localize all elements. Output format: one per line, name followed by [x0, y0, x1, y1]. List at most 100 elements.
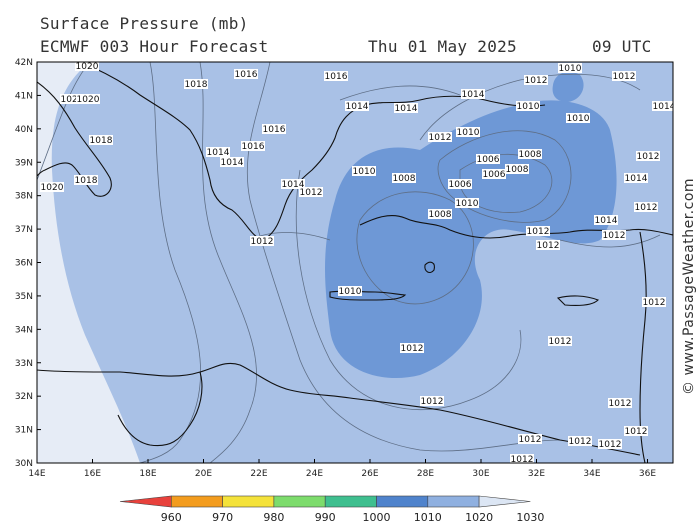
lat-label: 32N: [15, 392, 33, 402]
scale-label: 980: [263, 511, 284, 524]
svg-text:1012: 1012: [401, 344, 424, 354]
svg-text:1012: 1012: [429, 133, 452, 143]
lon-label: 32E: [528, 469, 545, 479]
lat-label: 41N: [15, 91, 33, 101]
lat-label: 38N: [15, 192, 33, 202]
lon-label: 20E: [195, 469, 212, 479]
svg-text:1016: 1016: [263, 125, 286, 135]
isobar-label: 1020: [75, 62, 99, 72]
svg-text:1012: 1012: [603, 231, 626, 241]
svg-text:1018: 1018: [90, 136, 113, 146]
lat-label: 33N: [15, 359, 33, 369]
scale-label: 1010: [414, 511, 442, 524]
isobar-1008: [356, 191, 474, 305]
isobar-label: 1014: [345, 101, 369, 112]
isobar-label: 1012: [299, 187, 323, 198]
svg-text:1012: 1012: [525, 76, 548, 86]
svg-text:1016: 1016: [235, 70, 258, 80]
isobar-label: 1016: [262, 124, 286, 135]
svg-text:1006: 1006: [449, 180, 472, 190]
lat-label: 36N: [15, 259, 33, 269]
isobar-label: 1010: [566, 113, 590, 124]
svg-text:1012: 1012: [637, 152, 660, 162]
svg-text:1012: 1012: [609, 399, 632, 409]
model-label: ECMWF 003 Hour Forecast: [40, 37, 269, 56]
isobar-1018: [139, 62, 201, 463]
high-pressure-zone: [37, 62, 140, 463]
svg-text:1014: 1014: [346, 102, 369, 112]
low-pressure-zone-small: [552, 71, 584, 102]
isobar-label: 1014: [461, 89, 485, 100]
lon-label: 34E: [583, 469, 600, 479]
svg-text:1014: 1014: [395, 104, 418, 114]
svg-text:1014: 1014: [207, 148, 230, 158]
scale-label: 990: [315, 511, 336, 524]
svg-text:1014: 1014: [221, 158, 244, 168]
isobar-label: 1010: [456, 127, 480, 138]
isobar-label: 1014: [394, 103, 418, 114]
isobar-label: 1020: [40, 182, 64, 193]
svg-text:1014: 1014: [625, 174, 648, 184]
scale-swatch: [324, 495, 377, 508]
isobar-label: 1018: [89, 135, 113, 146]
svg-text:1012: 1012: [251, 237, 274, 247]
scale-label: 1030: [516, 511, 544, 524]
svg-text:1014: 1014: [462, 90, 485, 100]
svg-text:1010: 1010: [517, 102, 540, 112]
isobar-label: 1008: [518, 149, 542, 160]
isobar-label: 1010: [338, 286, 362, 297]
svg-text:1008: 1008: [519, 150, 542, 160]
isobar-label: 1016: [234, 69, 258, 80]
coast-turkey-south: [359, 215, 673, 239]
isobar-label: 1012: [428, 132, 452, 143]
isobar-label: 1014: [281, 179, 305, 190]
isobar-label: 1006: [482, 169, 506, 180]
scale-label: 970: [212, 511, 233, 524]
forecast-date: Thu 01 May 2025: [368, 37, 517, 56]
lat-label: 39N: [15, 158, 33, 168]
latitude-axis: 42N 41N 40N 39N 38N 37N 36N 35N 34N 33N 32N 31N 30N: [15, 58, 41, 469]
svg-text:1010: 1010: [339, 287, 362, 297]
low-pressure-zone: [325, 100, 617, 378]
svg-text:1020: 1020: [61, 95, 84, 105]
coast-italy: [37, 81, 112, 197]
svg-text:1012: 1012: [300, 188, 323, 198]
lat-label: 30N: [15, 459, 33, 469]
isobar-label: 1008: [428, 209, 452, 220]
scale-label: 960: [161, 511, 182, 524]
svg-text:1008: 1008: [506, 165, 529, 175]
svg-text:1012: 1012: [537, 241, 560, 251]
isobar-1014b: [339, 85, 461, 101]
isobar-label: 1014: [594, 215, 618, 226]
svg-text:1018: 1018: [185, 80, 208, 90]
svg-text:1010: 1010: [567, 114, 590, 124]
svg-text:1010: 1010: [457, 128, 480, 138]
lon-label: 36E: [639, 469, 656, 479]
isobar-label: 1012: [634, 202, 658, 213]
coast-crete: [329, 290, 407, 301]
lat-label: 40N: [15, 125, 33, 135]
isobar-label: 1012: [642, 297, 666, 308]
svg-text:1020: 1020: [76, 62, 99, 72]
lon-label: 26E: [361, 469, 378, 479]
svg-text:1020: 1020: [77, 95, 100, 105]
isobar-label: 1012: [420, 396, 444, 407]
isobar-1012c: [419, 73, 641, 141]
lat-label: 42N: [15, 58, 33, 68]
svg-text:1012: 1012: [635, 203, 658, 213]
watermark: © www.PassageWeather.com: [681, 178, 697, 395]
coastlines: [37, 62, 673, 463]
svg-text:1008: 1008: [429, 210, 452, 220]
coast-rhodes: [424, 261, 435, 274]
lon-label: 16E: [84, 469, 101, 479]
lon-label: 28E: [417, 469, 434, 479]
lon-label: 24E: [306, 469, 323, 479]
scale-swatch: [273, 495, 326, 508]
isobar-label: 1016: [241, 141, 265, 152]
longitude-axis: 14E 16E 18E 20E 22E 24E 26E 28E 30E 32E 34E 36E: [28, 459, 656, 479]
lat-label: 31N: [15, 426, 33, 436]
isobar-label: 1012: [510, 454, 534, 463]
